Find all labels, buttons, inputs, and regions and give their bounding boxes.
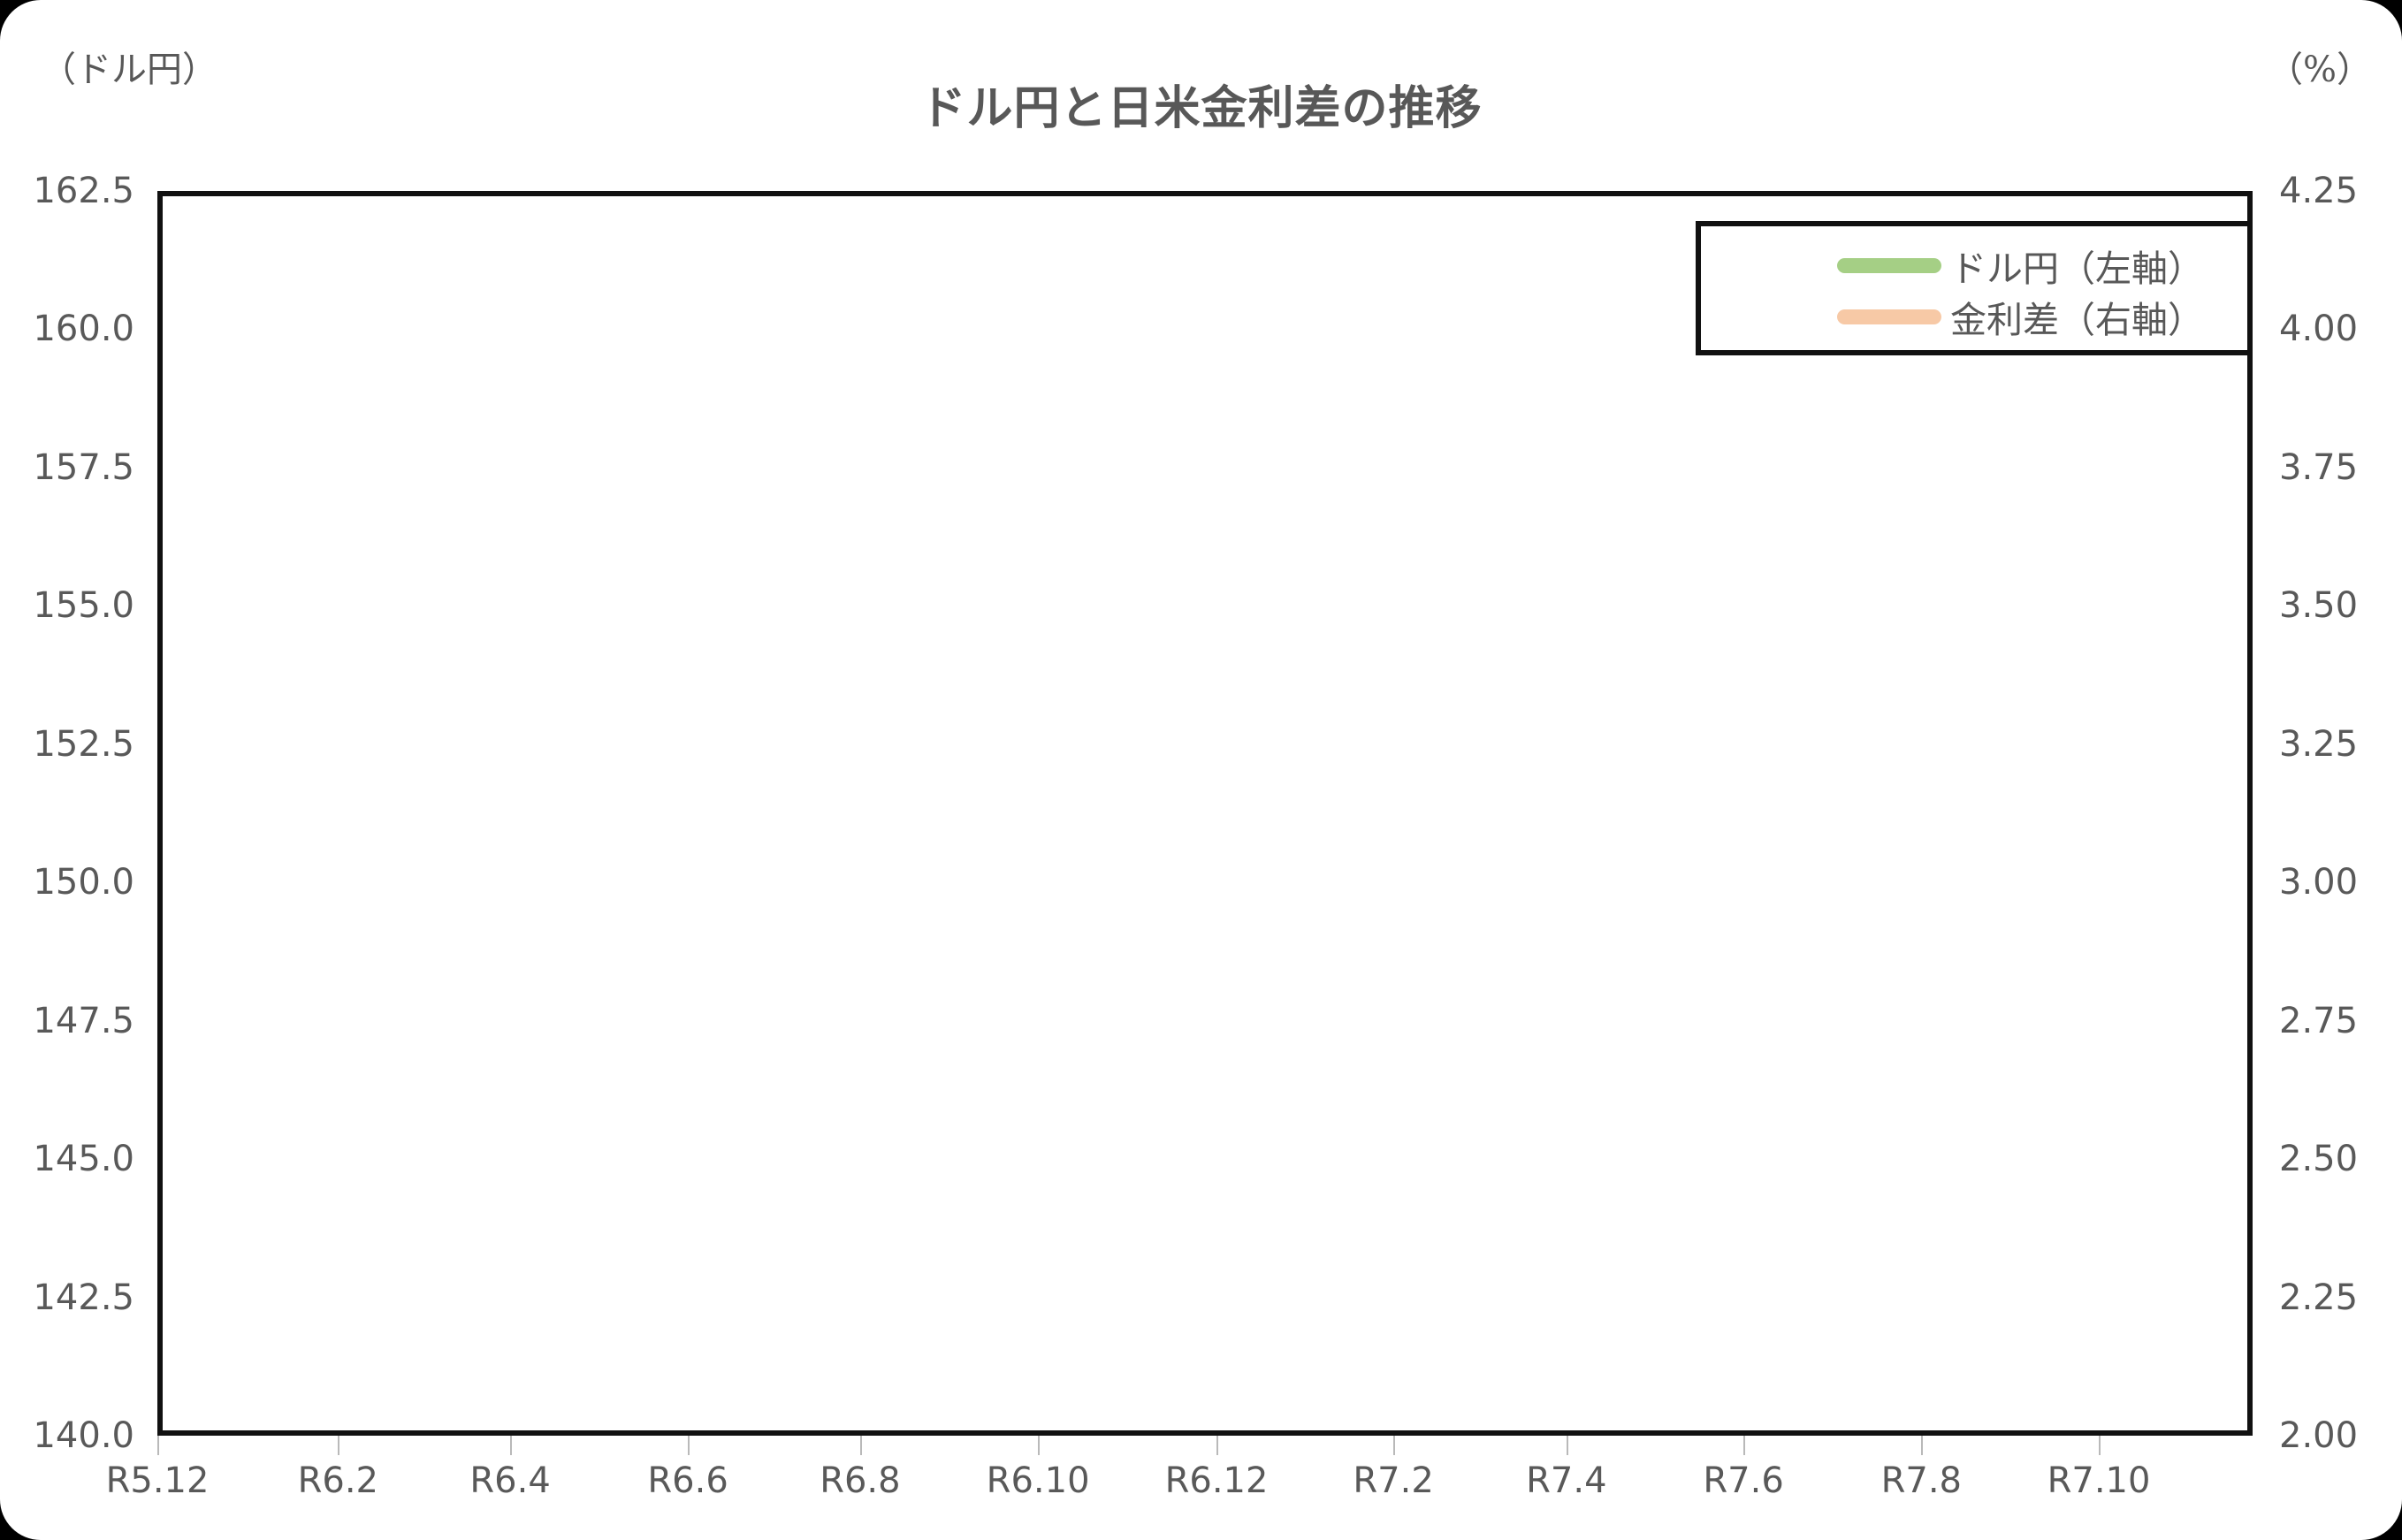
x-axis-tick-mark	[2099, 1436, 2101, 1455]
chart-legend: ドル円（左軸） 金利差（右軸）	[1696, 221, 2253, 355]
legend-item-dollar-yen: ドル円（左軸）	[1701, 239, 2247, 292]
x-axis-tick-mark	[157, 1436, 159, 1455]
y-axis-tick-label: 142.5	[33, 1277, 134, 1318]
x-axis-tick-label: R7.8	[1880, 1460, 1962, 1501]
x-axis-tick-mark	[859, 1436, 862, 1455]
x-axis-tick-mark	[1921, 1436, 1924, 1455]
x-axis-tick-label: R7.10	[2047, 1460, 2151, 1501]
y2-axis-tick-label: 2.25	[2279, 1277, 2359, 1318]
x-axis-tick-mark	[1566, 1436, 1568, 1455]
y2-axis-tick-label: 4.00	[2279, 309, 2359, 350]
x-axis-tick-label: R7.2	[1353, 1460, 1434, 1501]
chart-title: ドル円と日米金利差の推移	[919, 82, 1483, 135]
x-axis-tick-label: R6.2	[297, 1460, 378, 1501]
y-axis-tick-label: 145.0	[33, 1139, 134, 1180]
y-axis-tick-label: 162.5	[33, 171, 134, 211]
y2-axis-tick-label: 2.75	[2279, 1000, 2359, 1041]
x-axis-tick-label: R6.10	[986, 1460, 1090, 1501]
x-axis-tick-label: R7.4	[1526, 1460, 1607, 1501]
y-axis-tick-label: 155.0	[33, 585, 134, 627]
y-axis-tick-label: 150.0	[33, 862, 134, 903]
x-axis-tick-label: R7.6	[1703, 1460, 1784, 1501]
y2-axis-tick-label: 3.25	[2279, 723, 2359, 765]
y2-axis-tick-label: 3.75	[2279, 446, 2359, 488]
x-axis-tick-mark	[1393, 1436, 1396, 1455]
x-axis-tick-label: R5.12	[105, 1460, 210, 1501]
legend-swatch-dollar-yen	[1837, 257, 1941, 273]
legend-item-rate-diff: 金利差（右軸）	[1701, 290, 2247, 343]
x-axis-tick-label: R6.12	[1164, 1460, 1269, 1501]
x-axis-tick-label: R6.8	[820, 1460, 901, 1501]
x-axis-tick-mark	[688, 1436, 690, 1455]
x-axis-tick-mark	[1038, 1436, 1041, 1455]
x-axis-tick-mark	[1743, 1436, 1746, 1455]
y2-axis-tick-label: 3.00	[2279, 862, 2359, 903]
x-axis-tick-mark	[1216, 1436, 1219, 1455]
plot-area	[157, 191, 2253, 1436]
x-axis-tick-mark	[510, 1436, 513, 1455]
left-axis-unit-label: （ドル円）	[41, 50, 217, 90]
y-axis-tick-label: 160.0	[33, 309, 134, 350]
y2-axis-tick-label: 4.25	[2279, 171, 2359, 211]
y-axis-tick-label: 157.5	[33, 446, 134, 488]
y-axis-tick-label: 140.0	[33, 1415, 134, 1456]
legend-label-rate-diff: 金利差（右軸）	[1950, 299, 2204, 341]
plot-frame	[157, 191, 2253, 1436]
y2-axis-tick-label: 2.00	[2279, 1415, 2359, 1456]
x-axis-tick-label: R6.4	[469, 1460, 551, 1501]
legend-label-dollar-yen: ドル円（左軸）	[1950, 248, 2204, 290]
legend-swatch-rate-diff	[1837, 309, 1941, 324]
x-axis-tick-mark	[338, 1436, 340, 1455]
y2-axis-tick-label: 3.50	[2279, 585, 2359, 627]
x-axis-tick-label: R6.6	[647, 1460, 728, 1501]
y2-axis-tick-label: 2.50	[2279, 1139, 2359, 1180]
y-axis-tick-label: 147.5	[33, 1000, 134, 1041]
y-axis-tick-label: 152.5	[33, 723, 134, 765]
right-axis-unit-label: （%）	[2267, 50, 2372, 90]
